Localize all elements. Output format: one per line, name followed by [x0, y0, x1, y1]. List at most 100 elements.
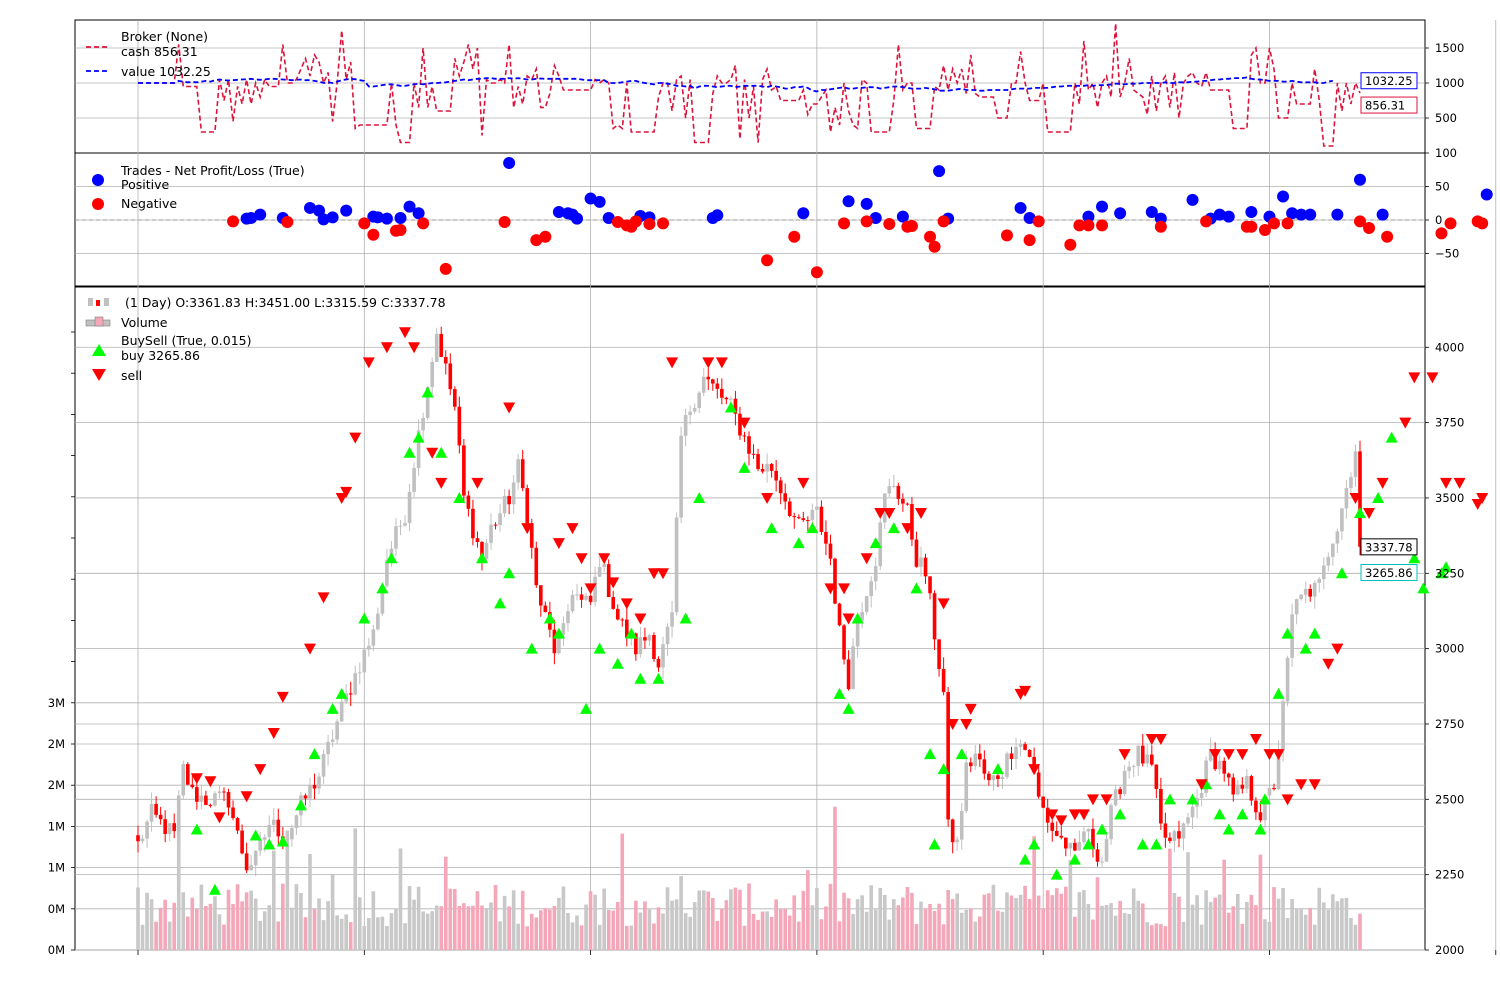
candle-body [928, 576, 932, 594]
sell-marker [761, 492, 774, 504]
buy-marker [580, 702, 593, 714]
candle-body [1140, 745, 1145, 764]
candle-body [1281, 701, 1285, 751]
candle-body [887, 486, 892, 494]
volume-bar [534, 917, 539, 950]
positive-trade-point [371, 211, 384, 224]
buy-legend-label: buy 3265.86 [121, 348, 200, 363]
volume-bar [348, 922, 353, 950]
volume-bar [376, 917, 380, 950]
candle-body [941, 668, 946, 693]
buy-marker [1308, 627, 1321, 639]
buy-marker [1335, 567, 1348, 579]
volume-bar [602, 888, 606, 950]
candle-body [235, 818, 240, 831]
candle-body [1181, 823, 1186, 839]
volume-bar [1217, 894, 1222, 950]
candle-body [1353, 451, 1358, 478]
candle-body [615, 608, 620, 620]
volume-bar [579, 925, 584, 950]
candle-body [1091, 828, 1095, 850]
volume-bar [357, 897, 362, 950]
candle-body [190, 784, 195, 788]
candle-body [1136, 745, 1141, 767]
volume-bar [887, 919, 892, 950]
candle-body [222, 791, 226, 793]
negative-trade-point [1444, 217, 1457, 230]
volume-bar [136, 887, 140, 950]
candle-body [828, 543, 833, 559]
sell-marker [204, 776, 217, 788]
volume-bar [362, 926, 367, 950]
price-legend: (1 Day) O:3361.83 H:3451.00 L:3315.59 C:… [85, 295, 446, 383]
trades-y-tick-label: 100 [1435, 146, 1457, 160]
candle-body [484, 542, 489, 560]
candle-body [679, 435, 683, 518]
volume-bar [1131, 888, 1136, 950]
sell-marker [1272, 749, 1285, 761]
volume-bar [819, 919, 824, 950]
volume-bar [968, 908, 973, 950]
negative-trade-point [1363, 222, 1376, 235]
volume-bar [710, 897, 715, 950]
candle-body [1263, 795, 1267, 821]
negative-trade-point [838, 217, 851, 230]
candle-body [1009, 753, 1014, 759]
buy-marker [806, 522, 819, 534]
buy-marker [1439, 561, 1452, 573]
candle-body [1267, 787, 1272, 796]
candle-body [367, 645, 371, 650]
candle-body [683, 415, 688, 436]
candle-body [774, 470, 778, 481]
sell-legend-label: sell [121, 368, 142, 383]
volume-bar [923, 908, 928, 950]
price-y-tick-label: 2500 [1435, 792, 1464, 806]
volume-bar [1303, 914, 1308, 950]
sell-marker [1195, 779, 1208, 791]
buy-marker [543, 612, 556, 624]
broker-lines [138, 23, 1361, 147]
positive-trade-point [1096, 200, 1109, 213]
sell-marker [715, 357, 728, 369]
sell-marker [276, 691, 289, 703]
volume-bar [1349, 917, 1353, 950]
negative-trade-point [1476, 217, 1489, 230]
sell-marker [1145, 734, 1158, 746]
candle-body [249, 865, 253, 871]
buy-marker [1258, 793, 1271, 805]
buy-marker [1281, 627, 1294, 639]
volume-bar [1100, 905, 1104, 950]
candle-body [181, 764, 186, 796]
volume-bar [575, 915, 579, 950]
candle-body [1109, 805, 1113, 840]
candle-body [1240, 784, 1245, 789]
candle-body [715, 383, 720, 389]
buy-marker [937, 763, 950, 775]
candle-body [570, 594, 575, 612]
candle-body [335, 721, 339, 740]
volume-bar [262, 911, 267, 950]
candle-body [453, 389, 457, 407]
candle-body [1235, 784, 1240, 795]
positive-trade-point [326, 211, 339, 224]
volume-bar [253, 898, 258, 950]
candle-body [1335, 531, 1340, 544]
buy-marker [1435, 567, 1448, 579]
candle-body [801, 518, 806, 521]
volume-bar [661, 913, 665, 950]
volume-bar [1340, 898, 1344, 950]
candle-body [1041, 796, 1045, 808]
negative-trade-point [1073, 219, 1086, 232]
cash-line [138, 23, 1361, 147]
positive-trade-point [1114, 207, 1127, 220]
sell-marker [738, 417, 751, 429]
volume-y-tick-label: 1M [48, 861, 65, 875]
candle-body [837, 603, 842, 626]
volume-bar [475, 891, 480, 950]
candle-body [720, 388, 724, 398]
candle-body [285, 839, 290, 841]
volume-y-tick-label: 2M [48, 778, 65, 792]
candle-body [185, 764, 190, 785]
positive-trade-point [317, 213, 330, 226]
volume-bar [380, 916, 385, 950]
